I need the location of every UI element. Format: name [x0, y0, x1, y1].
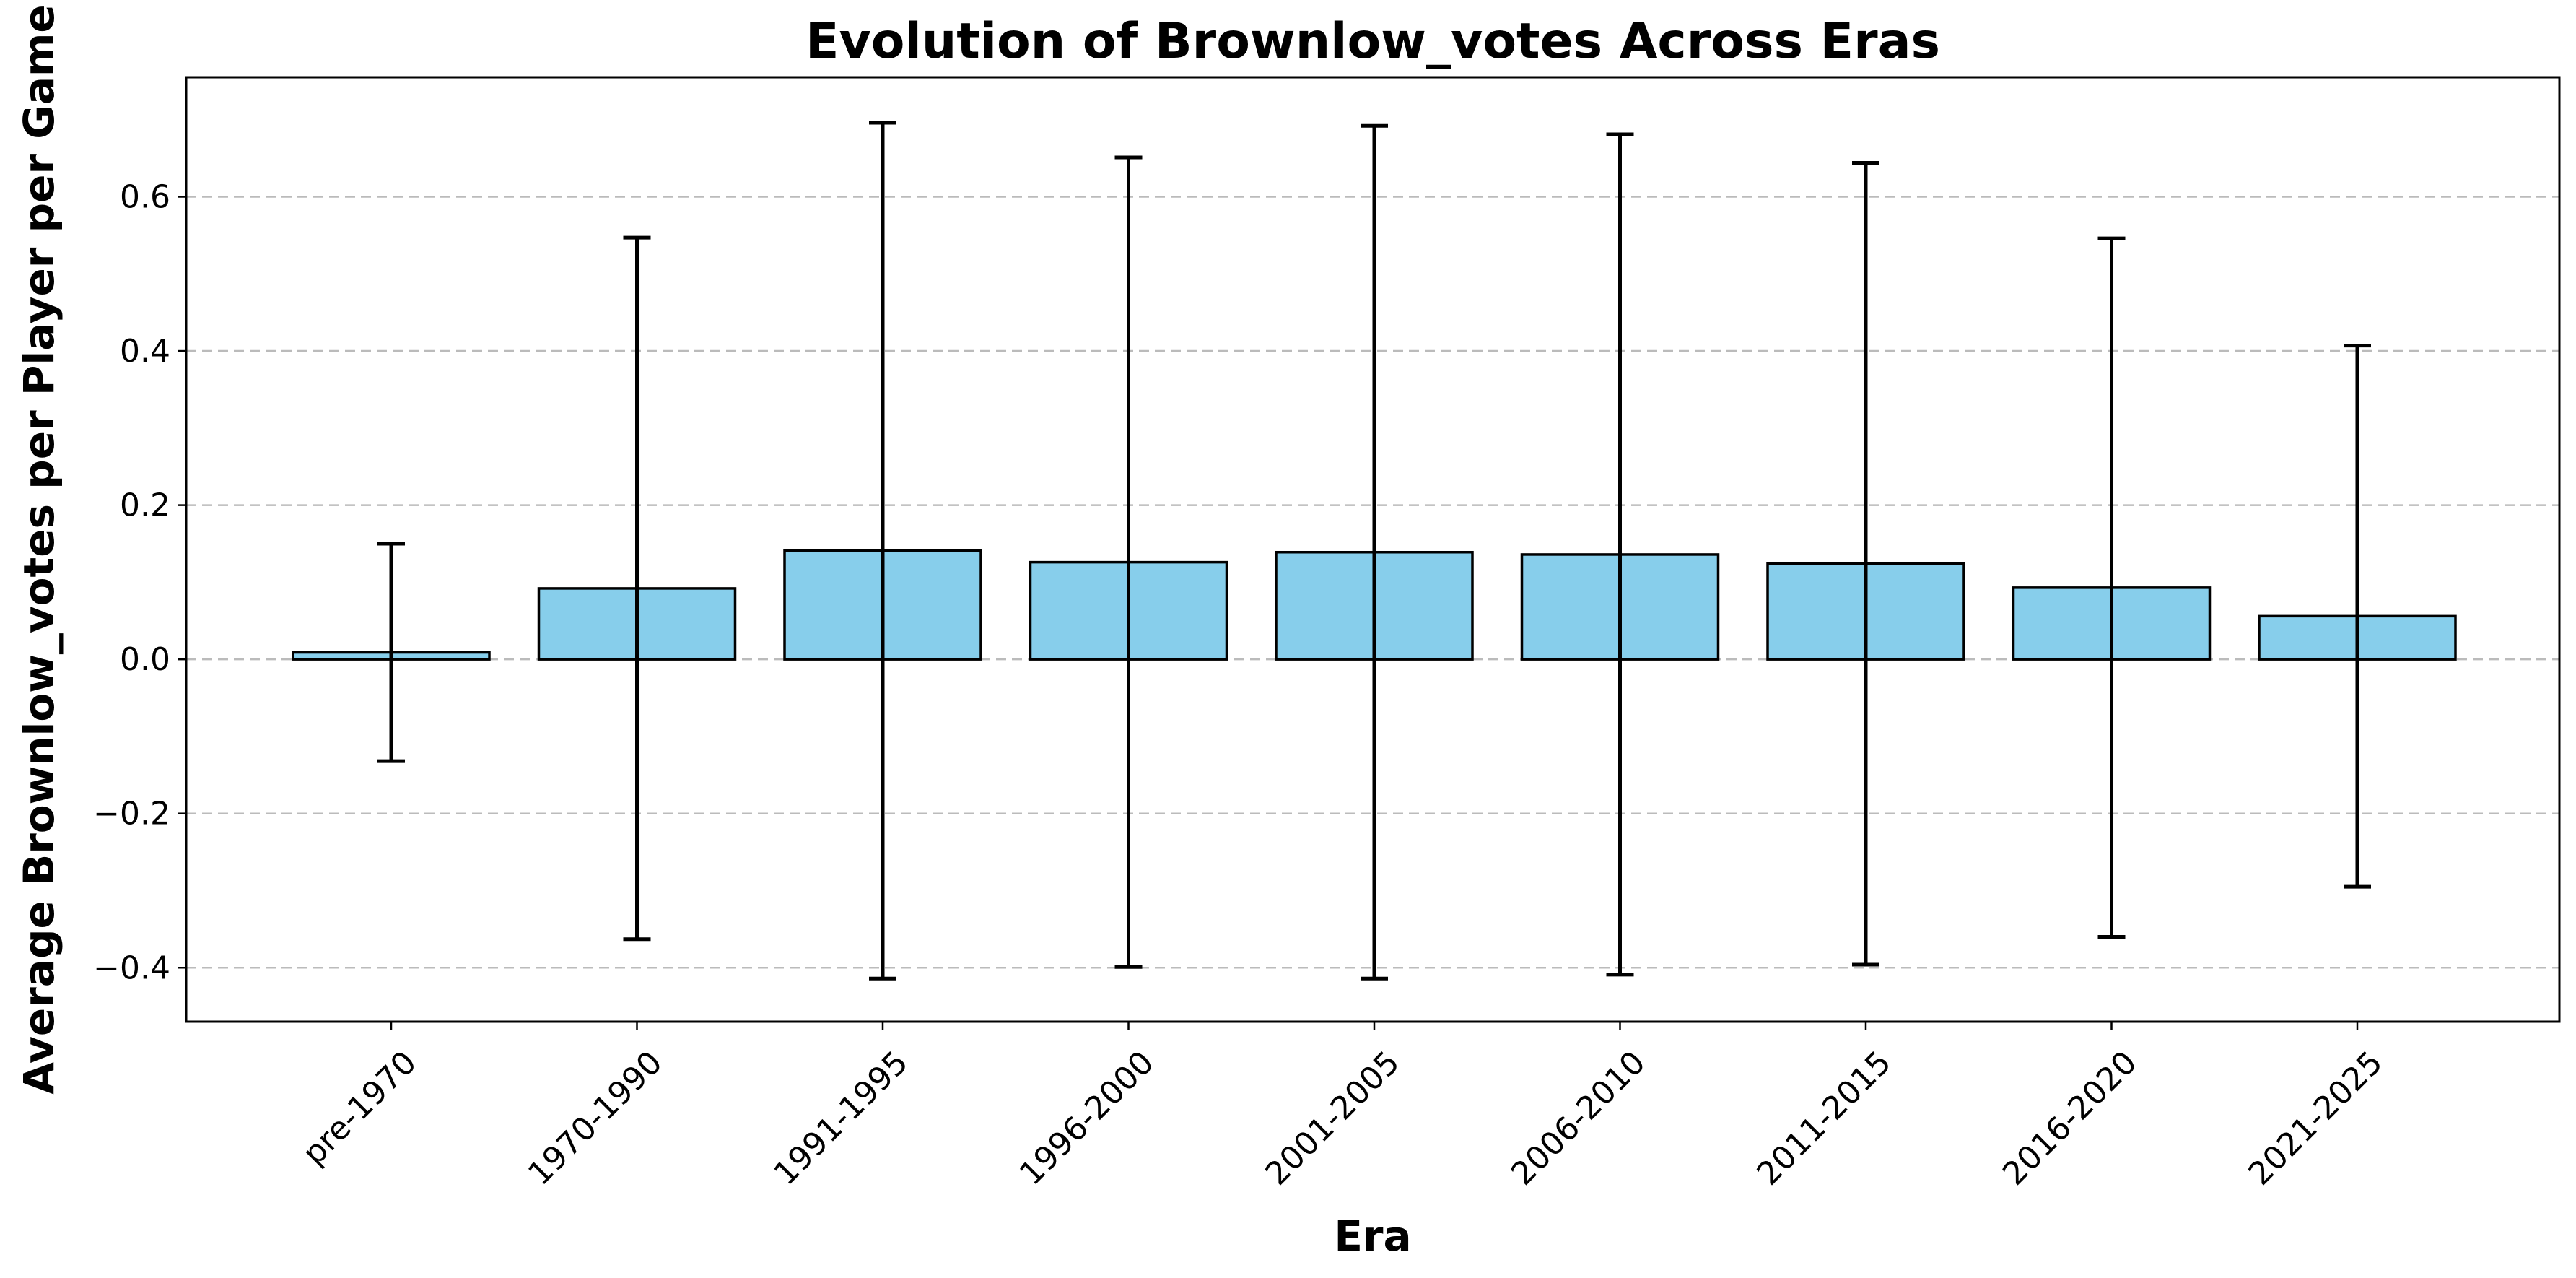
y-tick-label: 0.0 — [120, 641, 170, 678]
x-tick-label: 1970-1990 — [521, 1044, 670, 1193]
x-axis: pre-1970 1970-1990 1991-1995 1996-2000 2001-… — [296, 1022, 2390, 1193]
y-axis-label: Average Brownlow_votes per Player per Ga… — [14, 4, 64, 1095]
x-tick-label: 2016-2020 — [1996, 1044, 2144, 1193]
y-tick-label: −0.2 — [93, 796, 170, 833]
error-bar-layer — [377, 121, 2371, 981]
x-tick-label: 2001-2005 — [1258, 1044, 1407, 1193]
y-tick-label: 0.6 — [120, 179, 170, 216]
y-tick-label: 0.2 — [120, 487, 170, 524]
x-tick-label: 2006-2010 — [1504, 1044, 1653, 1193]
x-tick-label: 1996-2000 — [1013, 1044, 1161, 1193]
y-axis: −0.4 −0.2 0.0 0.2 0.4 0.6 — [93, 179, 186, 986]
x-tick-label: 2021-2025 — [2241, 1044, 2390, 1193]
x-axis-label: Era — [1334, 1212, 1411, 1261]
y-tick-label: −0.4 — [93, 949, 170, 986]
chart-title: Evolution of Brownlow_votes Across Eras — [805, 13, 1940, 70]
plot-frame — [185, 76, 2561, 1023]
x-tick-label: 1991-1995 — [767, 1044, 915, 1193]
x-tick-label: pre-1970 — [296, 1044, 424, 1172]
x-tick-label: 2011-2015 — [1750, 1044, 1898, 1193]
y-tick-label: 0.4 — [120, 333, 170, 370]
